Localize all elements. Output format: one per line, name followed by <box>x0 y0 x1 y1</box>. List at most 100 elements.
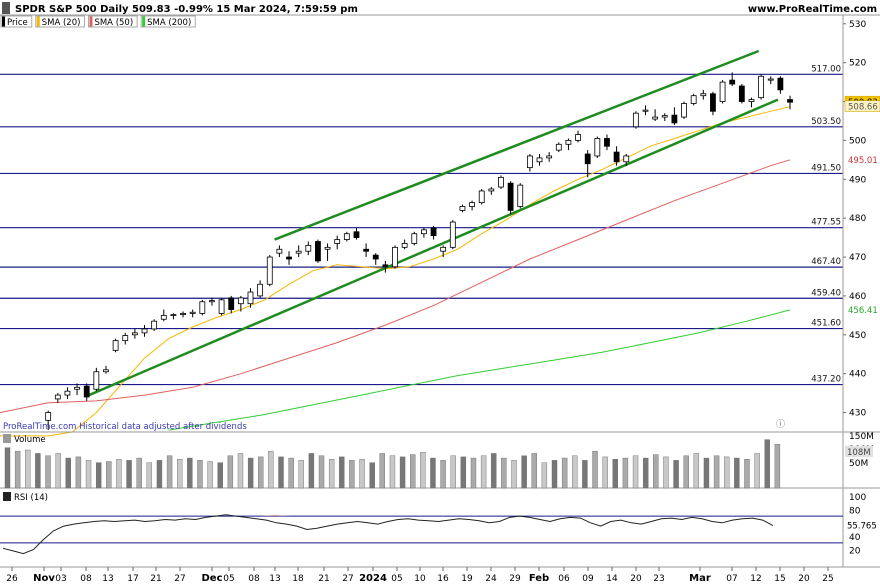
volume-bar <box>389 455 396 489</box>
price-panel: 517.00 503.50 491.50 477.55 467.40 459.40 451.… <box>0 49 843 437</box>
volume-bar <box>754 453 760 489</box>
candle <box>700 89 707 100</box>
candle <box>372 253 379 265</box>
x-tick-label: 08 <box>80 574 92 584</box>
volume-bar <box>237 453 244 489</box>
rsi-panel <box>0 514 843 555</box>
candle <box>45 410 52 431</box>
volume-bar <box>379 453 386 489</box>
volume-bar <box>278 456 284 489</box>
candle <box>459 204 466 213</box>
sma-line-50 <box>0 159 791 414</box>
volume-bar <box>126 460 132 489</box>
candle <box>363 243 370 258</box>
x-tick-label: 25 <box>822 574 833 584</box>
legend-label-sma-20: SMA (20) <box>42 18 81 28</box>
legend-swatch-price <box>2 16 5 27</box>
x-tick-label: Mar <box>689 573 711 584</box>
rsi-tick-label: 100 <box>849 493 866 503</box>
x-tick-label: 2024 <box>359 573 387 584</box>
candle <box>199 299 206 316</box>
x-axis: 26 Nov 03 08 13 17 21 27 Dec 05 08 13 18 21 27 2024 05 10… <box>6 567 834 584</box>
sma-line-200 <box>168 309 791 431</box>
x-tick-label: 21 <box>318 574 329 584</box>
candle <box>469 200 475 211</box>
x-tick-label: 12 <box>750 574 761 584</box>
level-label: 467.40 <box>811 257 841 267</box>
volume-bar <box>450 455 456 489</box>
volume-bar <box>744 459 750 489</box>
volume-bar <box>734 457 740 489</box>
candle <box>151 319 158 331</box>
candle <box>218 297 225 316</box>
price-tick-label: 490 <box>849 175 866 185</box>
volume-bar <box>75 456 82 489</box>
lower-channel-line[interactable] <box>88 98 779 397</box>
volume-bar <box>409 454 416 489</box>
volume-bar <box>95 462 102 489</box>
upper-channel-line[interactable] <box>274 49 760 241</box>
candle <box>777 76 784 94</box>
brand-label: www.ProRealTime.com <box>748 4 877 15</box>
x-tick-label: 08 <box>248 574 260 584</box>
candle <box>710 91 716 116</box>
volume-axis: 150M100M50M108M <box>845 432 874 469</box>
x-tick-label: 10 <box>414 574 426 584</box>
x-tick-label: 13 <box>269 574 280 584</box>
volume-bar <box>399 456 406 489</box>
volume-bar <box>440 460 446 489</box>
legend-swatch-sma-50 <box>89 16 93 27</box>
volume-bar <box>166 455 173 489</box>
x-tick-label: Dec <box>201 573 222 584</box>
price-tag-label: 456.41 <box>848 306 878 316</box>
x-tick-label: 17 <box>127 574 138 584</box>
candle <box>170 313 177 320</box>
volume-bar <box>14 450 21 489</box>
candle <box>498 175 504 190</box>
rsi-current-label: 55.765 <box>847 522 877 532</box>
candle <box>315 239 321 263</box>
volume-bar <box>420 452 426 489</box>
candle <box>54 393 61 403</box>
rsi-tick-label: 20 <box>849 547 861 557</box>
volume-bar <box>55 453 61 489</box>
rsi-label: RSI (14) <box>14 493 48 503</box>
volume-bar <box>65 457 71 489</box>
volume-bar <box>45 455 51 489</box>
info-icon[interactable]: ⓘ <box>776 419 785 430</box>
x-tick-label: 24 <box>485 574 497 584</box>
candle <box>189 309 196 318</box>
legend-item-sma-20[interactable] <box>35 15 85 28</box>
x-tick-label: 03 <box>55 574 66 584</box>
volume-bar <box>764 439 770 489</box>
x-tick-label: 27 <box>342 574 353 584</box>
legend-item-sma-50[interactable] <box>87 15 138 28</box>
candle <box>642 105 649 116</box>
legend-item-sma-200[interactable] <box>140 15 196 28</box>
legend-item-price[interactable] <box>0 15 33 28</box>
candle <box>681 101 687 120</box>
x-tick-label: 05 <box>223 574 234 584</box>
volume-bar <box>693 453 700 489</box>
volume-bar <box>25 449 31 489</box>
candle <box>729 72 736 86</box>
level-label: 459.40 <box>811 288 841 298</box>
volume-bar <box>612 459 618 489</box>
price-tick-label: 450 <box>849 331 866 341</box>
candle <box>343 231 350 242</box>
volume-bar <box>156 460 163 489</box>
volume-bar <box>318 455 325 489</box>
candle <box>305 241 312 256</box>
candle <box>526 154 533 172</box>
candle <box>112 338 119 353</box>
x-tick-label: 13 <box>102 574 113 584</box>
price-tick-label: 440 <box>849 370 866 380</box>
x-tick-label: 05 <box>391 574 402 584</box>
x-tick-label: 20 <box>630 574 642 584</box>
candle <box>613 146 620 166</box>
level-label: 451.60 <box>811 319 841 329</box>
rsi-tick-label: 40 <box>849 533 861 543</box>
candle <box>546 152 553 162</box>
candle <box>440 245 447 258</box>
volume-bar <box>430 457 436 489</box>
